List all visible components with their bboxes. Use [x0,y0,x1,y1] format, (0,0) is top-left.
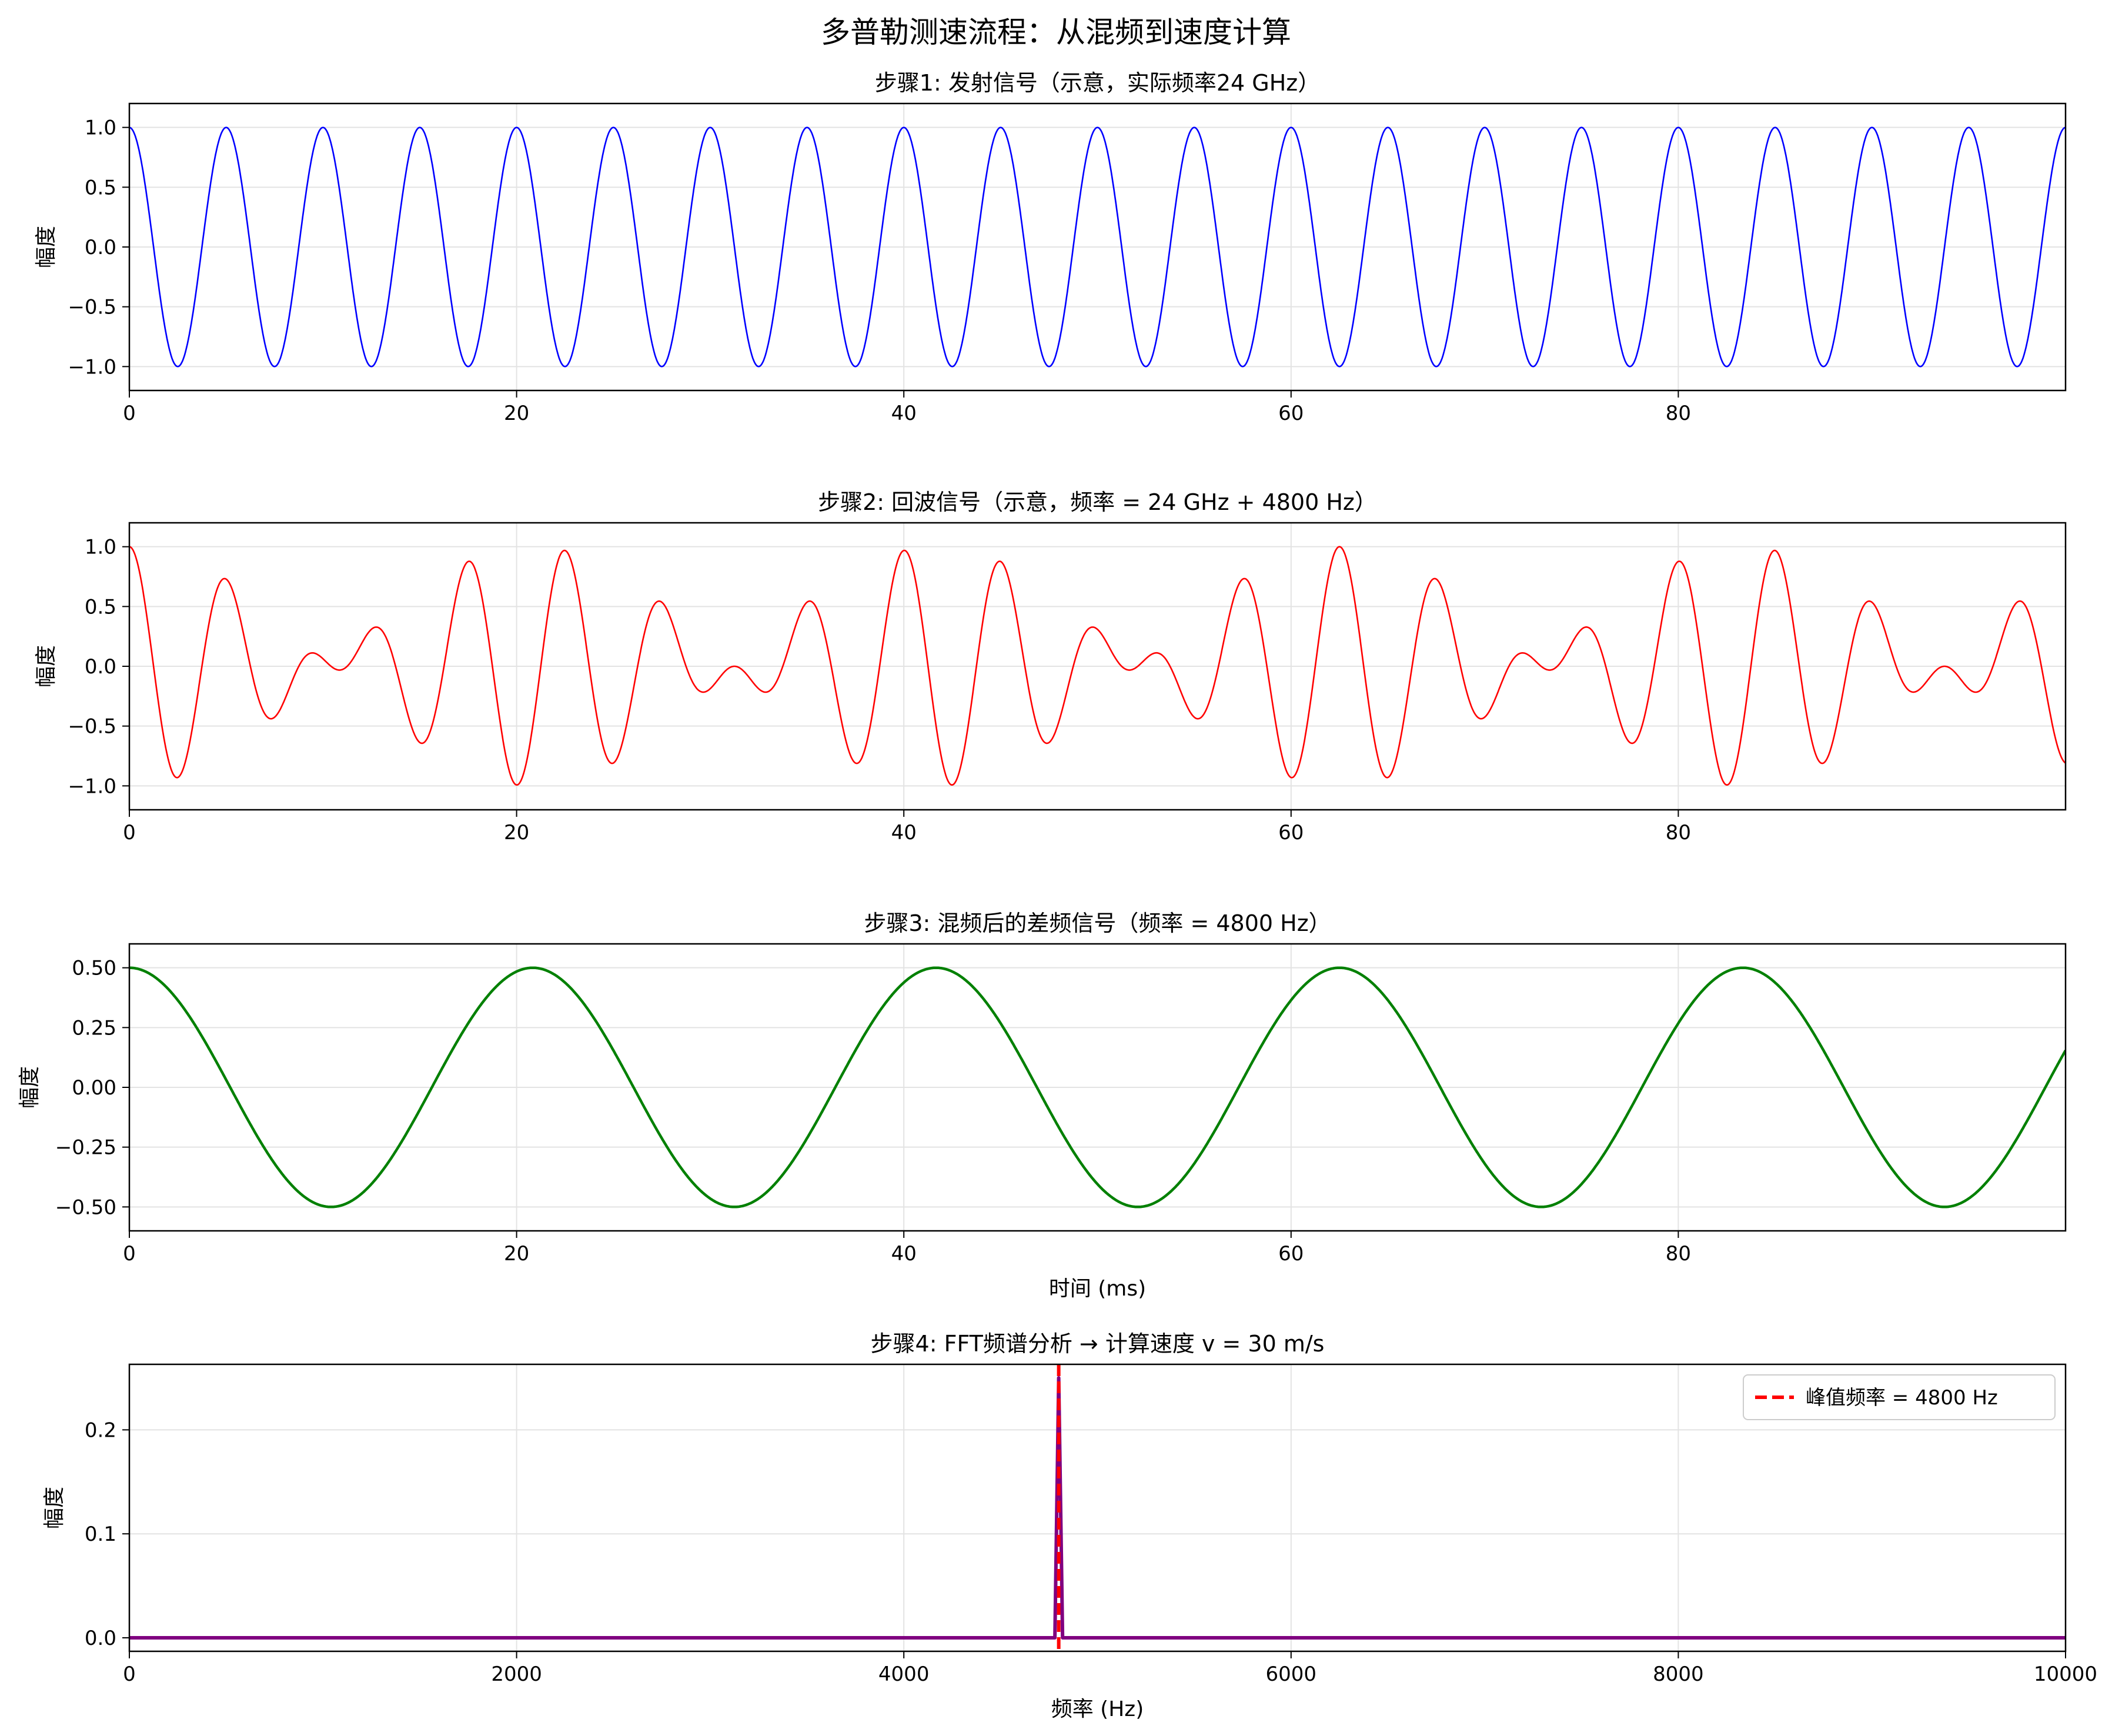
y-tick-label: −0.5 [68,715,116,739]
y-axis-label: 幅度 [42,1487,66,1529]
y-tick-label: 0.0 [85,236,116,259]
y-tick-label: −0.5 [68,296,116,319]
x-tick-label: 0 [123,402,136,425]
plot-area [129,546,2066,786]
x-axis-label: 频率 (Hz) [1051,1697,1144,1721]
chart-panel-2: 步骤2: 回波信号（示意，频率 = 24 GHz + 4800 Hz） 0 20 40… [34,489,2067,844]
y-tick-label: 0.2 [85,1418,116,1442]
y-axis-label: 幅度 [34,645,58,687]
y-tick-label: −1.0 [68,774,116,798]
y-tick-label: 0.0 [85,655,116,679]
chart-title: 步骤3: 混频后的差频信号（频率 = 4800 Hz） [864,910,1331,936]
x-tick-label: 6000 [1266,1662,1317,1686]
x-tick-label: 20 [504,1242,529,1266]
series-line-1 [129,546,2066,786]
x-tick-label: 2000 [491,1662,542,1686]
x-tick-label: 10000 [2034,1662,2097,1686]
figure-suptitle: 多普勒测速流程：从混频到速度计算 [821,15,1291,49]
chart-title: 步骤2: 回波信号（示意，频率 = 24 GHz + 4800 Hz） [818,489,1377,515]
x-tick-label: 60 [1278,821,1304,844]
y-tick-label: 0.0 [85,1627,116,1650]
y-tick-label: −0.50 [55,1196,116,1219]
x-tick-label: 8000 [1653,1662,1704,1686]
x-tick-label: 80 [1666,402,1691,425]
series-line-1 [129,1376,2066,1640]
x-tick-label: 20 [504,402,529,425]
chart-title: 步骤4: FFT频谱分析 → 计算速度 v = 30 m/s [871,1331,1325,1357]
chart-title: 步骤1: 发射信号（示意，实际频率24 GHz） [875,70,1320,96]
series-line-1 [129,966,2066,1208]
plot-area [129,966,2066,1208]
legend: 峰值频率 = 4800 Hz [1743,1374,2056,1420]
y-tick-label: −0.25 [55,1136,116,1160]
y-tick-label: 0.5 [85,176,116,199]
x-axis-label: 时间 (ms) [1049,1277,1146,1301]
axes-frame [128,1363,2067,1652]
y-tick-label: 0.50 [72,957,116,980]
x-tick-label: 40 [891,821,917,844]
x-tick-label: 40 [891,402,917,425]
series-line-1 [129,126,2066,368]
y-tick-label: 0.00 [72,1076,116,1100]
x-tick-label: 0 [123,821,136,844]
x-tick-label: 0 [123,1662,136,1686]
x-tick-label: 40 [891,1242,917,1266]
plot-area [129,1364,2066,1651]
y-tick-label: 1.0 [85,536,116,559]
x-tick-label: 60 [1278,1242,1304,1266]
x-tick-label: 80 [1666,821,1691,844]
x-tick-label: 20 [504,821,529,844]
x-tick-label: 60 [1278,402,1304,425]
y-tick-label: 1.0 [85,116,116,140]
chart-panel-1: 步骤1: 发射信号（示意，实际频率24 GHz） 0 20 40 60 80 −1.0 −0.… [34,70,2067,425]
chart-panels: 步骤1: 发射信号（示意，实际频率24 GHz） 0 20 40 60 80 −1.0 −0.… [18,70,2097,1721]
plot-area [129,126,2066,368]
x-tick-label: 4000 [878,1662,930,1686]
chart-panel-4: 步骤4: FFT频谱分析 → 计算速度 v = 30 m/s 0 2000 4000 6… [42,1331,2097,1721]
y-tick-label: 0.25 [72,1016,116,1040]
y-tick-label: −1.0 [68,355,116,379]
x-tick-label: 0 [123,1242,136,1266]
y-tick-label: 0.1 [85,1523,116,1546]
legend-label: 峰值频率 = 4800 Hz [1806,1386,1998,1410]
y-axis-label: 幅度 [18,1066,42,1109]
y-axis-label: 幅度 [34,226,58,268]
chart-panel-3: 步骤3: 混频后的差频信号（频率 = 4800 Hz） 0 20 40 60 80 −0.5… [18,910,2067,1301]
x-tick-label: 80 [1666,1242,1691,1266]
legend-box [1743,1374,2056,1420]
y-tick-label: 0.5 [85,595,116,619]
